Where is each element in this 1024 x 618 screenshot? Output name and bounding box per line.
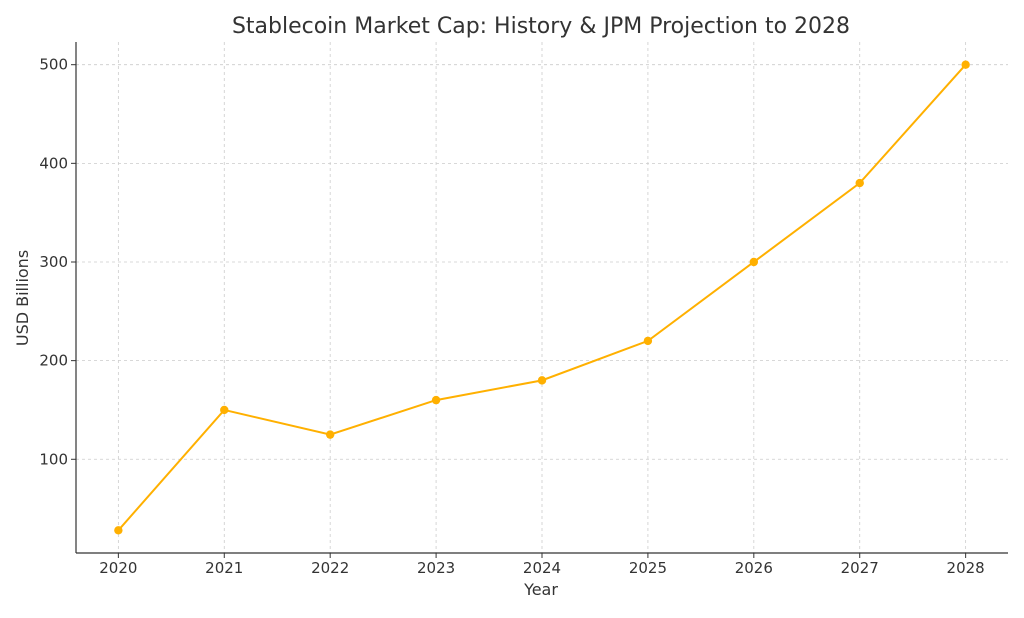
- y-tick-label: 400: [39, 154, 68, 172]
- y-tick-label: 300: [39, 253, 68, 271]
- grid: [76, 42, 1008, 553]
- tick-labels: 2020 2021 2022 2023 2024 2025 2026 2027 2028 100 2…: [39, 56, 984, 577]
- y-tick-label: 100: [39, 450, 68, 468]
- data-point: [325, 430, 335, 439]
- x-tick-label: 2028: [947, 559, 985, 577]
- data-point: [114, 526, 123, 535]
- data-point: [961, 60, 970, 69]
- data-point: [855, 178, 864, 188]
- chart-title: Stablecoin Market Cap: History & JPM Pro…: [232, 14, 850, 39]
- y-tick-label: 500: [39, 56, 68, 74]
- data-point: [431, 395, 441, 405]
- x-tick-label: 2025: [629, 559, 667, 577]
- x-tick-label: 2026: [735, 559, 773, 577]
- data-point: [749, 257, 759, 267]
- series-layer: [114, 60, 970, 535]
- data-point: [220, 405, 229, 415]
- x-tick-label: 2022: [311, 559, 349, 577]
- x-tick-label: 2024: [523, 559, 561, 577]
- x-tick-label: 2023: [417, 559, 455, 577]
- x-tick-label: 2020: [99, 559, 137, 577]
- x-tick-label: 2021: [205, 559, 243, 577]
- x-axis-label: Year: [523, 580, 558, 599]
- data-point: [643, 336, 653, 346]
- y-tick-label: 200: [39, 352, 68, 370]
- data-point: [537, 376, 547, 385]
- x-tick-label: 2027: [841, 559, 879, 577]
- y-axis-label: USD Billions: [13, 250, 32, 346]
- axes: [71, 42, 1008, 558]
